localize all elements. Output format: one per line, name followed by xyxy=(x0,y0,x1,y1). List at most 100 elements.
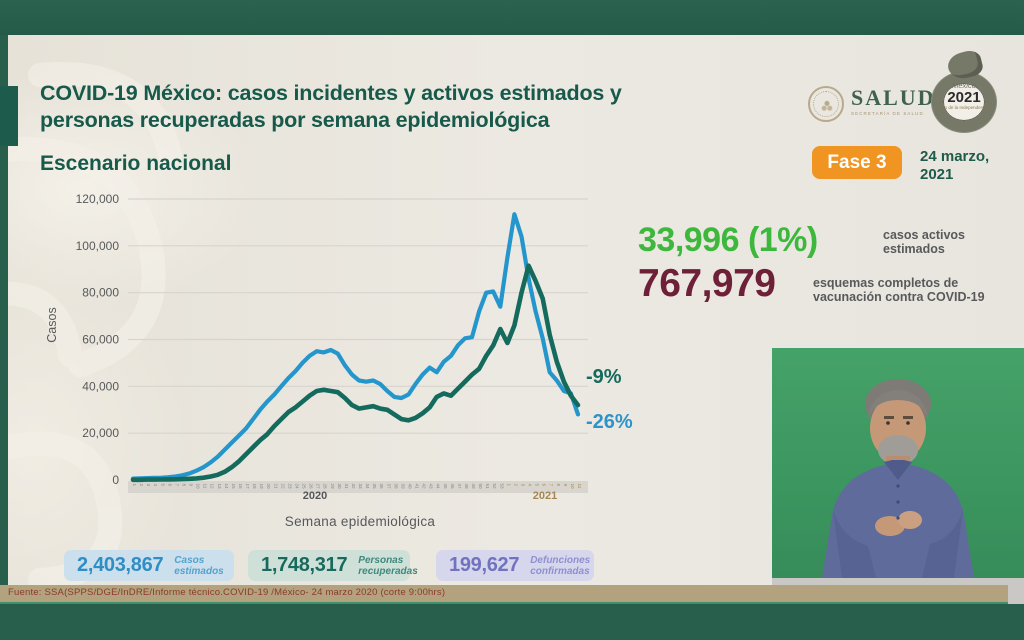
recovered-box: 1,748,317 Personas recuperadas xyxy=(248,550,418,581)
svg-text:13: 13 xyxy=(217,484,222,490)
scenario-subtitle: Escenario nacional xyxy=(40,152,232,175)
svg-text:7: 7 xyxy=(549,484,554,487)
svg-text:46: 46 xyxy=(450,484,455,490)
deaths-box: 199,627 Defunciones confirmadas xyxy=(436,550,594,581)
recovered-delta-annotation: -9% xyxy=(586,366,622,388)
svg-text:4: 4 xyxy=(528,484,533,487)
svg-text:42: 42 xyxy=(422,484,427,490)
svg-text:19: 19 xyxy=(259,484,264,490)
svg-text:17: 17 xyxy=(245,484,250,490)
svg-text:100,000: 100,000 xyxy=(76,239,120,253)
svg-text:24: 24 xyxy=(294,484,299,490)
mexico-logo-anio: Año de la Independencia xyxy=(939,105,989,110)
vaccination-label: esquemas completos de vacunación contra … xyxy=(813,276,985,304)
top-green-bar xyxy=(0,0,1024,35)
salud-subtext: SECRETARÍA DE SALUD xyxy=(851,111,924,116)
svg-text:20: 20 xyxy=(266,484,271,490)
svg-text:3: 3 xyxy=(520,484,525,487)
active-cases-label: casos activos estimados xyxy=(883,228,965,256)
svg-text:11: 11 xyxy=(577,484,582,489)
svg-text:36: 36 xyxy=(379,484,384,490)
x-year-2020: 2020 xyxy=(302,490,328,502)
estimated-cases-box: 2,403,867 Casos estimados xyxy=(64,550,234,581)
svg-text:51: 51 xyxy=(485,484,490,490)
svg-text:3: 3 xyxy=(146,484,151,487)
svg-text:52: 52 xyxy=(492,484,497,490)
svg-text:47: 47 xyxy=(457,484,462,490)
svg-text:6: 6 xyxy=(542,484,547,487)
svg-text:53: 53 xyxy=(499,484,504,490)
svg-text:41: 41 xyxy=(415,484,420,490)
svg-text:20,000: 20,000 xyxy=(82,426,119,440)
svg-text:48: 48 xyxy=(464,484,469,490)
svg-text:2: 2 xyxy=(139,484,144,487)
mexico-2021-logo: México 2021 Año de la Independencia xyxy=(922,48,1008,140)
svg-text:10: 10 xyxy=(570,484,575,490)
svg-text:60,000: 60,000 xyxy=(82,333,119,347)
deaths-label: Defunciones confirmadas xyxy=(530,554,591,577)
svg-text:14: 14 xyxy=(224,484,229,490)
mexico-logo-mexico: México xyxy=(952,81,976,90)
recovered-value: 1,748,317 xyxy=(261,554,348,576)
svg-text:25: 25 xyxy=(302,484,307,490)
svg-text:15: 15 xyxy=(231,484,236,490)
mexico-logo-year: 2021 xyxy=(947,89,981,106)
active-cases-value: 33,996 (1%) xyxy=(638,221,818,259)
svg-text:0: 0 xyxy=(112,473,119,487)
svg-text:18: 18 xyxy=(252,484,257,490)
svg-text:39: 39 xyxy=(400,484,405,490)
svg-text:10: 10 xyxy=(196,484,201,490)
svg-text:37: 37 xyxy=(386,484,391,490)
page-title: COVID-19 México: casos incidentes y acti… xyxy=(40,80,622,134)
source-bar: Fuente: SSA(SPPS/DGE/InDRE/Informe técni… xyxy=(0,585,1008,604)
svg-text:38: 38 xyxy=(393,484,398,490)
title-accent-block xyxy=(0,86,18,146)
bottom-green-bar xyxy=(0,604,1024,640)
epidemic-curve-chart: 020,00040,00060,00080,000100,000120,000 … xyxy=(76,192,588,493)
date-label: 24 marzo, 2021 xyxy=(920,148,989,184)
svg-text:11: 11 xyxy=(203,484,208,489)
x-axis-label: Semana epidemiológica xyxy=(284,514,436,529)
svg-text:12: 12 xyxy=(210,484,215,490)
svg-text:33: 33 xyxy=(358,484,363,490)
salud-seal-icon xyxy=(808,86,844,122)
svg-text:30: 30 xyxy=(337,484,342,490)
deaths-value: 199,627 xyxy=(449,554,520,576)
svg-text:9: 9 xyxy=(189,484,194,487)
svg-text:5: 5 xyxy=(535,484,540,487)
salud-wordmark: SALUD xyxy=(851,85,936,110)
svg-text:28: 28 xyxy=(323,484,328,490)
svg-text:26: 26 xyxy=(309,484,314,490)
svg-text:45: 45 xyxy=(443,484,448,490)
svg-text:43: 43 xyxy=(429,484,434,490)
svg-text:44: 44 xyxy=(436,484,441,490)
svg-text:1: 1 xyxy=(506,484,511,487)
svg-text:1: 1 xyxy=(132,484,137,487)
estimated-cases-label: Casos estimados xyxy=(174,554,224,577)
svg-text:23: 23 xyxy=(287,484,292,490)
left-green-strip xyxy=(0,35,8,585)
svg-text:22: 22 xyxy=(280,484,285,490)
svg-text:40: 40 xyxy=(407,484,412,490)
svg-text:16: 16 xyxy=(238,484,243,490)
svg-text:9: 9 xyxy=(563,484,568,487)
svg-text:31: 31 xyxy=(344,484,349,490)
estimated-cases-value: 2,403,867 xyxy=(77,554,164,576)
date-line2: 2021 xyxy=(920,166,954,183)
svg-text:8: 8 xyxy=(181,484,186,487)
greenscreen-background xyxy=(772,348,1024,578)
svg-text:34: 34 xyxy=(365,484,370,490)
estimated-delta-annotation: -26% xyxy=(586,411,633,433)
svg-text:6: 6 xyxy=(167,484,172,487)
recovered-label: Personas recuperadas xyxy=(358,554,418,577)
svg-text:4: 4 xyxy=(153,484,158,487)
y-axis-label: Casos xyxy=(45,307,59,343)
svg-text:120,000: 120,000 xyxy=(76,192,120,206)
svg-text:7: 7 xyxy=(174,484,179,487)
svg-text:32: 32 xyxy=(351,484,356,490)
svg-text:50: 50 xyxy=(478,484,483,490)
svg-text:8: 8 xyxy=(556,484,561,487)
x-year-2021: 2021 xyxy=(532,490,558,502)
interpreter-person xyxy=(822,379,974,578)
